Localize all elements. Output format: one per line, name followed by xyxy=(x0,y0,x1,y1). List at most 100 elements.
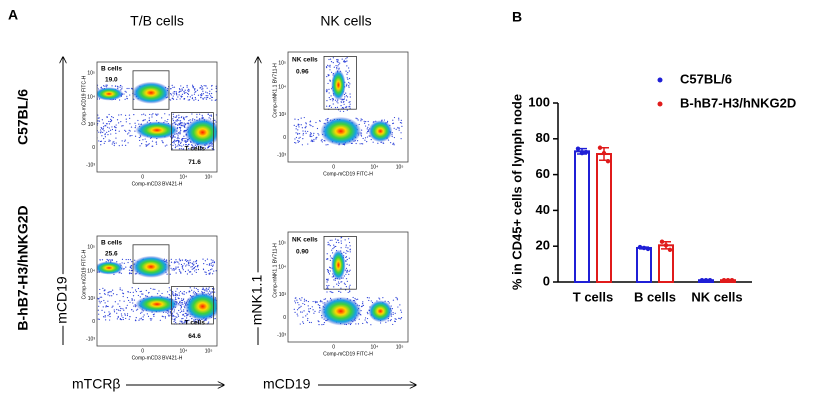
event xyxy=(151,145,153,147)
event xyxy=(181,138,184,140)
event xyxy=(311,135,313,138)
event xyxy=(204,147,207,149)
event xyxy=(326,269,329,271)
event xyxy=(332,291,334,294)
event xyxy=(152,313,155,316)
event xyxy=(120,308,122,310)
event xyxy=(213,270,215,272)
event xyxy=(110,118,112,120)
event xyxy=(192,84,194,86)
event xyxy=(327,144,329,146)
event xyxy=(314,302,317,304)
event xyxy=(181,140,183,142)
event xyxy=(140,317,142,319)
event xyxy=(200,87,202,89)
event xyxy=(182,303,184,305)
event xyxy=(102,316,105,318)
event xyxy=(336,283,338,285)
event xyxy=(127,291,129,293)
event xyxy=(176,139,179,142)
event xyxy=(209,115,211,117)
event xyxy=(191,119,193,121)
event xyxy=(176,261,178,263)
event xyxy=(398,117,400,119)
event xyxy=(345,70,347,72)
event xyxy=(108,140,110,143)
event xyxy=(189,96,191,98)
event xyxy=(215,87,217,89)
event xyxy=(172,120,175,122)
event xyxy=(188,99,191,101)
event xyxy=(345,260,347,262)
event xyxy=(174,123,177,125)
event xyxy=(365,121,367,123)
event xyxy=(393,127,395,129)
event xyxy=(131,309,133,311)
event xyxy=(337,239,339,241)
event xyxy=(178,141,180,143)
event xyxy=(109,140,111,142)
event xyxy=(305,123,307,125)
event xyxy=(327,278,329,280)
event xyxy=(125,118,127,120)
event xyxy=(323,321,326,324)
event xyxy=(173,142,175,144)
event xyxy=(187,93,190,95)
event xyxy=(188,120,190,122)
event xyxy=(180,304,182,306)
event xyxy=(108,123,110,125)
event xyxy=(161,140,163,142)
event xyxy=(135,125,137,127)
event xyxy=(183,124,185,126)
event xyxy=(168,287,170,289)
event xyxy=(139,318,141,320)
event xyxy=(366,136,369,138)
event xyxy=(147,315,150,317)
event xyxy=(333,279,335,281)
event xyxy=(181,292,183,294)
event xyxy=(360,120,362,122)
event xyxy=(212,265,214,267)
event xyxy=(345,85,348,87)
event xyxy=(366,141,368,143)
event xyxy=(112,293,115,295)
event xyxy=(189,119,191,121)
event xyxy=(348,241,351,244)
event xyxy=(178,258,181,260)
event xyxy=(137,294,139,297)
event xyxy=(193,93,196,95)
event xyxy=(190,266,192,268)
column-title: NK cells xyxy=(320,13,371,29)
event xyxy=(151,318,153,320)
event xyxy=(348,264,350,266)
event xyxy=(104,85,106,87)
event xyxy=(182,317,184,320)
event xyxy=(155,120,158,122)
event xyxy=(123,93,125,95)
event xyxy=(182,125,184,127)
event xyxy=(169,295,171,297)
event xyxy=(100,126,102,129)
event xyxy=(211,146,213,148)
event xyxy=(187,88,189,90)
event xyxy=(108,127,110,129)
event xyxy=(181,145,183,147)
event xyxy=(192,148,194,150)
event xyxy=(361,119,363,121)
event xyxy=(130,272,132,274)
event xyxy=(332,103,334,105)
event xyxy=(329,297,332,299)
event xyxy=(349,107,351,109)
event xyxy=(177,315,180,317)
event xyxy=(144,119,146,121)
event xyxy=(129,266,131,268)
event xyxy=(188,264,190,267)
event xyxy=(345,244,347,246)
event xyxy=(173,311,175,313)
event xyxy=(146,313,148,315)
event xyxy=(392,119,394,121)
event xyxy=(170,92,172,95)
event xyxy=(392,311,394,314)
event xyxy=(212,264,214,266)
event xyxy=(124,314,126,316)
